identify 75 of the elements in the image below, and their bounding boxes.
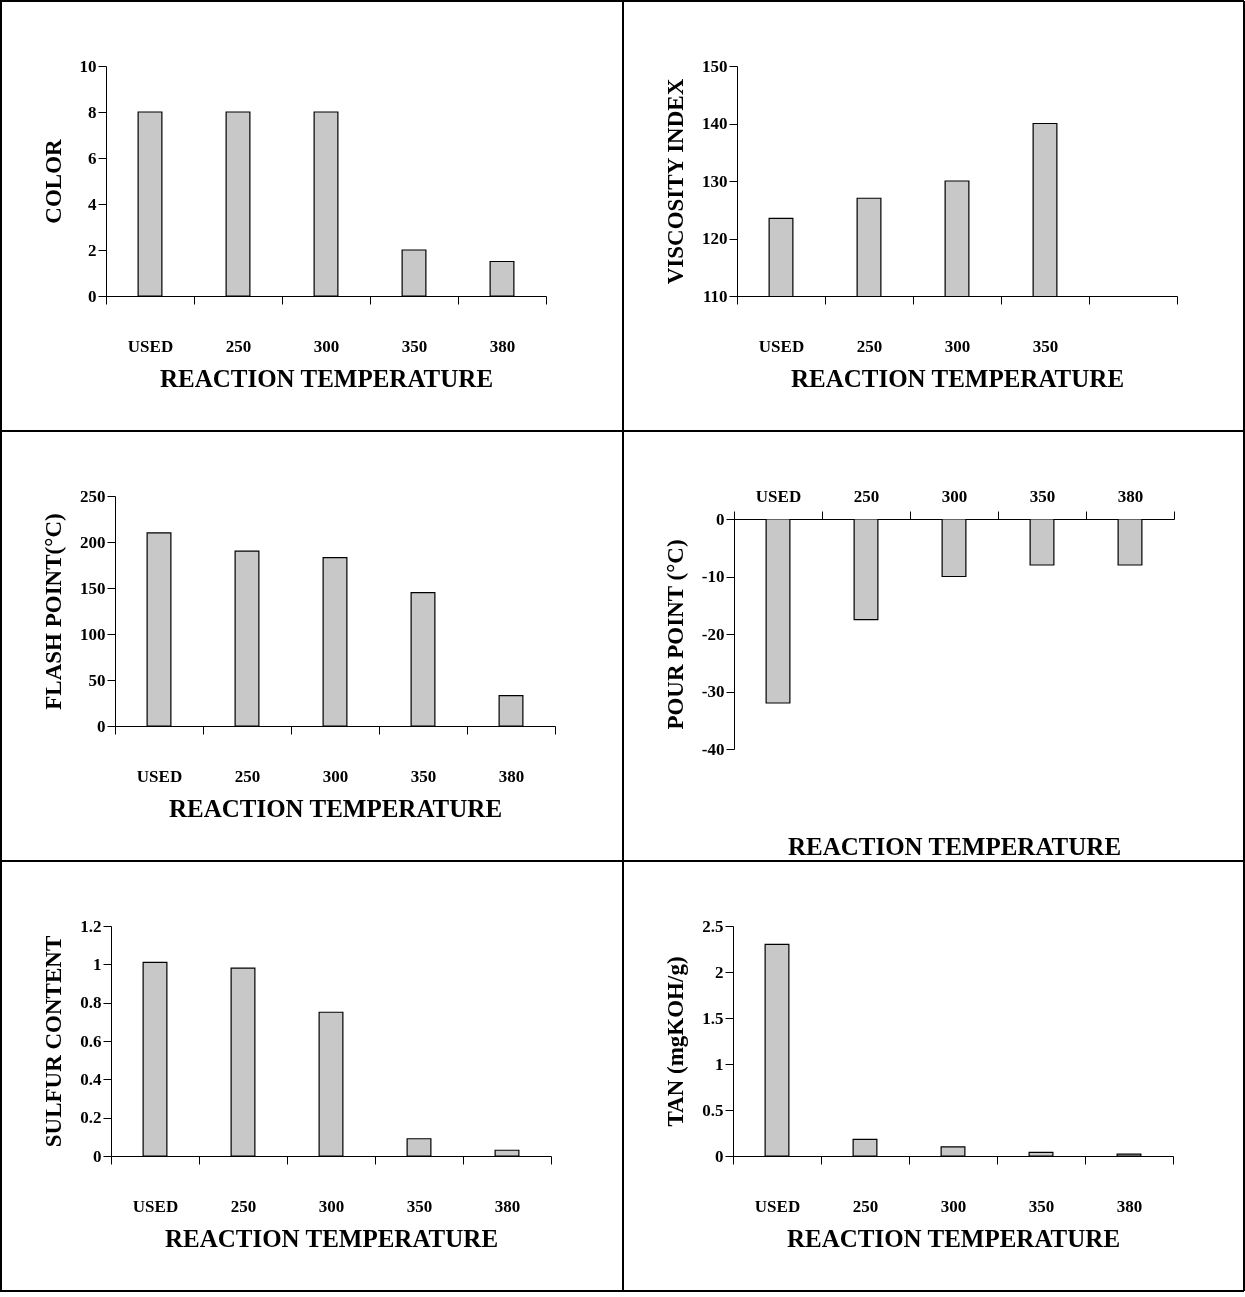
y-tick-label: -40 <box>701 739 725 759</box>
y-tick-label: 0 <box>97 716 106 736</box>
y-tick-label: 150 <box>702 56 728 76</box>
y-tick-label: 2 <box>715 962 724 982</box>
x-tick-label: 300 <box>313 336 340 356</box>
x-axis-title: REACTION TEMPERATURE <box>168 794 503 822</box>
x-tick-label: 380 <box>489 336 516 356</box>
x-tick-label: 350 <box>1028 1196 1055 1216</box>
x-tick-label: 350 <box>1029 486 1056 506</box>
y-tick-label: 10 <box>79 56 97 76</box>
x-tick-label: 380 <box>1116 1196 1143 1216</box>
x-tick-label: USED <box>754 1196 801 1216</box>
y-axis-title: COLOR <box>40 138 66 224</box>
y-tick-label: -10 <box>701 567 725 586</box>
x-axis-title: REACTION TEMPERATURE <box>786 1224 1121 1252</box>
y-tick-label: 0 <box>716 509 725 529</box>
x-tick-label: 300 <box>941 486 968 506</box>
x-tick-label: USED <box>755 486 802 506</box>
y-tick-label: 1.2 <box>80 916 102 936</box>
x-tick-label: 250 <box>230 1196 257 1216</box>
y-tick-label: 1.5 <box>702 1008 724 1028</box>
x-tick-label: 300 <box>322 766 349 786</box>
y-tick-label: 50 <box>88 670 106 690</box>
y-tick-label: 140 <box>702 114 728 133</box>
x-tick-label: 250 <box>856 336 883 356</box>
x-axis-title: REACTION TEMPERATURE <box>787 832 1122 860</box>
y-tick-label: 0 <box>715 1146 724 1166</box>
x-tick-label: 350 <box>410 766 437 786</box>
y-tick-label: 100 <box>80 624 106 644</box>
x-tick-label: 380 <box>1117 486 1144 506</box>
y-tick-label: 4 <box>88 194 97 214</box>
x-tick-label: USED <box>136 766 183 786</box>
x-axis-title: REACTION TEMPERATURE <box>159 364 494 392</box>
y-tick-label: 0.2 <box>80 1108 102 1128</box>
y-tick-label: 150 <box>80 578 106 598</box>
y-tick-label: 2 <box>88 240 97 260</box>
x-tick-label: 250 <box>225 336 252 356</box>
x-tick-label: 250 <box>853 486 880 506</box>
y-tick-label: 120 <box>702 229 728 248</box>
x-tick-label: USED <box>758 336 805 356</box>
y-tick-label: 6 <box>88 148 97 168</box>
y-tick-label: -20 <box>701 624 725 644</box>
x-tick-label: USED <box>132 1196 179 1216</box>
y-tick-label: 2.5 <box>702 916 724 936</box>
x-tick-label: 250 <box>852 1196 879 1216</box>
x-tick-label: 350 <box>1032 336 1059 356</box>
y-tick-label: 130 <box>702 171 728 191</box>
y-axis-title: SULFUR CONTENT <box>41 935 67 1148</box>
x-tick-label: 380 <box>494 1196 521 1216</box>
y-tick-label: 0.8 <box>80 993 102 1013</box>
x-tick-label: 300 <box>940 1196 967 1216</box>
x-tick-label: 300 <box>944 336 971 356</box>
x-tick-label: 380 <box>498 766 525 786</box>
x-tick-label: 350 <box>406 1196 433 1216</box>
x-tick-label: 300 <box>318 1196 345 1216</box>
y-axis-title: FLASH POINT(°C) <box>41 513 66 710</box>
y-tick-label: 0.4 <box>80 1069 102 1089</box>
y-tick-label: 1 <box>93 954 102 974</box>
y-tick-label: 8 <box>88 102 97 122</box>
y-axis-title: POUR POINT (°C) <box>662 539 688 730</box>
y-axis-title: VISCOSITY INDEX <box>663 78 688 285</box>
y-tick-label: 200 <box>80 532 106 552</box>
x-axis-title: REACTION TEMPERATURE <box>164 1224 499 1252</box>
y-tick-label: -30 <box>701 682 725 701</box>
y-tick-label: 0.5 <box>702 1100 724 1120</box>
y-tick-label: 110 <box>702 286 728 306</box>
x-tick-label: USED <box>127 336 174 356</box>
y-axis-title: TAN (mgKOH/g) <box>663 956 689 1127</box>
x-axis-title: REACTION TEMPERATURE <box>790 364 1125 392</box>
x-tick-label: 350 <box>401 336 428 356</box>
y-tick-label: 0.6 <box>80 1031 102 1051</box>
y-tick-label: 1 <box>715 1054 724 1074</box>
x-tick-label: 250 <box>234 766 261 786</box>
y-tick-label: 0 <box>93 1146 102 1166</box>
y-tick-label: 0 <box>88 286 97 306</box>
